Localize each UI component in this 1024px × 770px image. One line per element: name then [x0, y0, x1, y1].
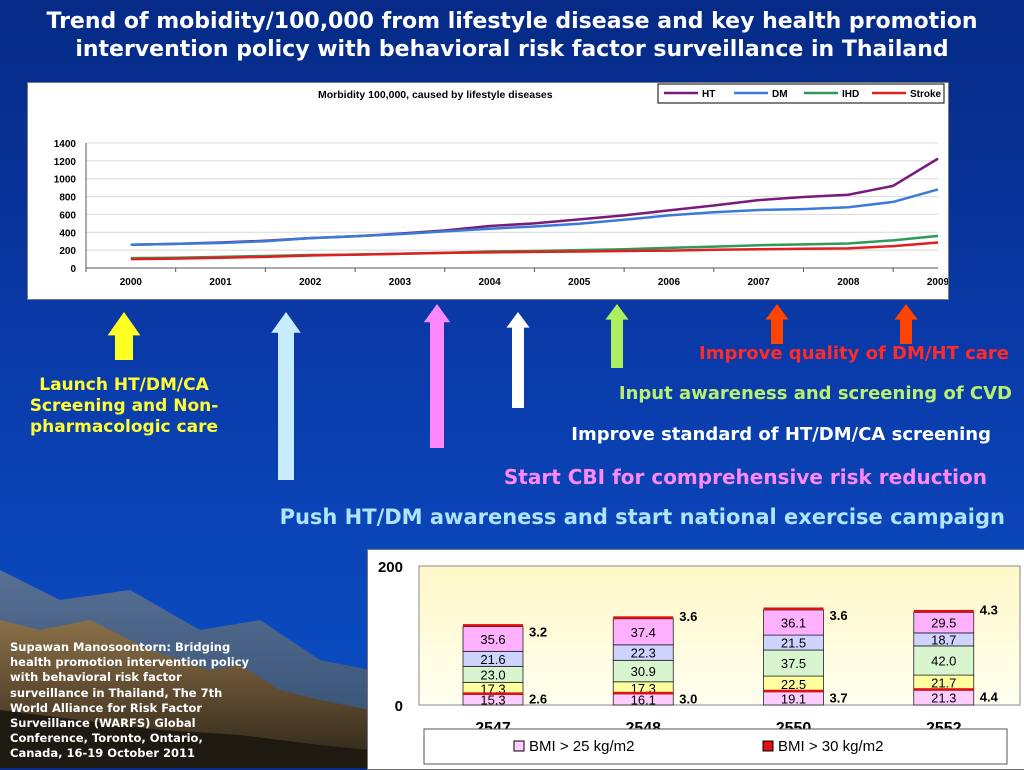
slide-title-line-2: intervention policy with behavioral risk… — [75, 37, 949, 62]
bmi25-bar-segment — [913, 645, 975, 676]
improve-standard-label: Improve standard of HT/DM/CA screening — [571, 424, 991, 445]
citation-text: Supawan Manosoontorn: Bridging health pr… — [10, 640, 250, 761]
bmi30-value-label: 3.6 — [830, 608, 848, 623]
x-tick-label: 2007 — [748, 277, 771, 288]
y-tick-label: 1200 — [54, 157, 77, 168]
bmi30-value-label: 4.3 — [980, 602, 998, 617]
bmi25-segment-label: 42.0 — [931, 654, 956, 669]
morbidity-chart-panel: 0 200 400 600 800 1000 1200 1400 2000 2001 2002 200… — [27, 82, 949, 300]
legend-swatch-bmi25 — [513, 740, 525, 752]
slide-title-line-1: Trend of mobidity/100,000 from lifestyle… — [46, 9, 978, 34]
legend-label-bmi30: BMI > 30 kg/m2 — [778, 738, 883, 755]
y-tick-label: 1000 — [54, 175, 77, 186]
improve-quality-label: Improve quality of DM/HT care — [699, 343, 1009, 364]
bmi30-value-label: 3.7 — [830, 690, 848, 705]
legend-label: IHD — [842, 89, 859, 100]
up-arrow-icon — [271, 312, 301, 480]
x-tick-label: 2001 — [209, 277, 232, 288]
bmi25-bar-segment — [763, 649, 824, 677]
start-cbi-label: Start CBI for comprehensive risk reducti… — [503, 465, 987, 489]
bmi25-segment-label: 37.5 — [781, 656, 806, 671]
x-tick-label: 2004 — [478, 277, 501, 288]
bmi30-bar-segment — [613, 616, 674, 619]
x-tick-label: 2009 — [927, 277, 948, 288]
y-tick-label: 600 — [59, 210, 76, 221]
bmi30-bar-segment — [463, 692, 523, 695]
x-tick-label: 2006 — [658, 277, 681, 288]
bmi30-bar-segment — [763, 607, 824, 610]
y-tick-label: 400 — [59, 228, 76, 239]
bmi30-bar-segment — [613, 691, 674, 695]
bmi30-value-label: 2.6 — [529, 692, 547, 707]
legend-label-bmi25: BMI > 25 kg/m2 — [529, 738, 634, 755]
legend-box — [423, 728, 1008, 765]
bmi30-value-label: 3.0 — [679, 691, 697, 706]
legend-box — [657, 83, 945, 104]
y-tick-label: 0 — [70, 264, 76, 275]
bmi25-segment-label: 16.1 — [631, 692, 656, 707]
bmi30-bar-segment — [913, 609, 974, 613]
x-tick-label: 2008 — [837, 277, 860, 288]
y-tick-label: 200 — [378, 559, 403, 576]
bmi25-segment-label: 21.5 — [781, 636, 806, 651]
bmi25-segment-label: 36.1 — [781, 616, 806, 631]
bmi25-segment-label: 18.7 — [931, 632, 956, 647]
up-arrow-icon — [423, 304, 451, 448]
bmi25-bar-segment — [612, 618, 674, 646]
y-tick-label: 1400 — [54, 139, 77, 150]
bmi30-bar-segment — [763, 689, 824, 693]
bmi25-segment-label: 15.3 — [480, 693, 505, 708]
chart-title: Morbidity 100,000, caused by lifestyle d… — [318, 89, 553, 101]
bmi25-segment-label: 35.6 — [480, 632, 505, 647]
up-arrow-icon — [605, 304, 629, 368]
up-arrow-icon — [765, 304, 789, 344]
legend-swatch-bmi30 — [762, 740, 774, 752]
bmi25-segment-label: 21.6 — [480, 652, 505, 667]
morbidity-line-chart: 0 200 400 600 800 1000 1200 1400 2000 2001 2002 200… — [54, 83, 948, 288]
bmi30-bar-segment — [913, 688, 974, 691]
bmi25-segment-label: 29.5 — [931, 616, 956, 631]
bmi30-value-label: 3.6 — [679, 609, 697, 624]
series-line-stroke — [130, 241, 939, 261]
bmi-chart-panel: 020015.317.323.021.635.62.63.2254716.117… — [367, 549, 1024, 770]
launch-screening-label: Launch HT/DM/CA Screening and Non-pharma… — [29, 375, 219, 437]
bmi25-segment-label: 19.1 — [781, 691, 806, 706]
y-tick-label: 800 — [59, 193, 76, 204]
legend-label: Stroke — [910, 89, 942, 100]
up-arrow-icon — [894, 304, 918, 344]
x-tick-label: 2003 — [389, 277, 412, 288]
bmi-stacked-bar-chart: 020015.317.323.021.635.62.63.2254716.117… — [378, 559, 1021, 765]
bmi30-bar-segment — [463, 624, 523, 627]
bmi25-bar-segment — [462, 626, 524, 652]
up-arrow-icon — [506, 312, 530, 408]
legend-label: HT — [702, 89, 715, 100]
bmi25-segment-label: 22.3 — [631, 646, 656, 661]
mountain-landscape-image — [0, 570, 370, 768]
slide-title: Trend of mobidity/100,000 from lifestyle… — [0, 8, 1024, 64]
bmi25-bar-segment — [763, 609, 824, 636]
up-arrow-icon — [107, 312, 141, 360]
y-tick-label: 200 — [59, 246, 76, 257]
series-line-dm — [130, 188, 939, 247]
bmi25-segment-label: 22.5 — [781, 677, 806, 692]
bmi25-segment-label: 30.9 — [631, 664, 656, 679]
series-line-ihd — [130, 234, 939, 260]
x-tick-label: 2002 — [299, 277, 322, 288]
input-awareness-label: Input awareness and screening of CVD — [618, 383, 1012, 404]
policy-arrows — [107, 304, 918, 480]
bmi25-segment-label: 23.0 — [480, 667, 505, 682]
bmi25-segment-label: 21.7 — [931, 676, 956, 691]
bmi25-segment-label: 21.3 — [931, 691, 956, 706]
bmi30-value-label: 3.2 — [529, 625, 547, 640]
x-tick-label: 2000 — [120, 277, 143, 288]
x-tick-label: 2005 — [568, 277, 591, 288]
y-tick-label: 0 — [395, 698, 403, 715]
legend-label: DM — [772, 89, 788, 100]
push-awareness-label: Push HT/DM awareness and start national … — [279, 505, 1005, 529]
bmi25-bar-segment — [913, 612, 975, 634]
bmi25-segment-label: 37.4 — [631, 625, 656, 640]
bmi30-value-label: 4.4 — [980, 690, 999, 705]
